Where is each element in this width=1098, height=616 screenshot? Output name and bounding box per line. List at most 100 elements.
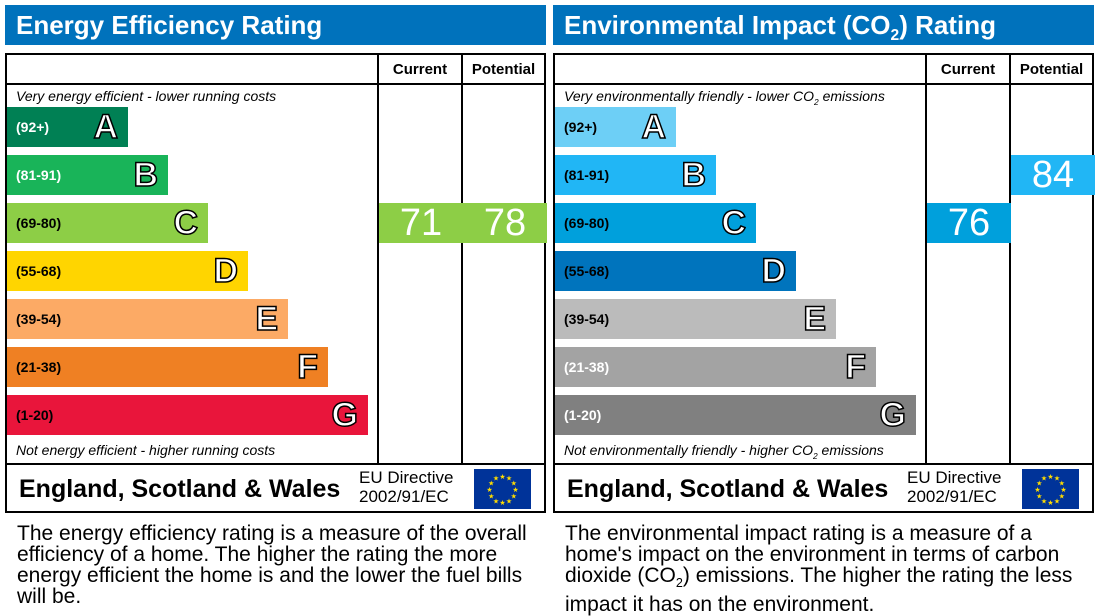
band-letter: G <box>331 395 359 435</box>
band-a-bar: (92+) A <box>555 107 676 147</box>
column-header-potential: Potential <box>1019 61 1084 78</box>
band-range: (55-68) <box>564 263 610 279</box>
potential-rating-value: 84 <box>1011 155 1095 195</box>
band-letter: B <box>133 155 159 195</box>
divider <box>377 55 379 465</box>
band-range: (69-80) <box>16 215 62 231</box>
svg-text:★: ★ <box>1047 499 1053 507</box>
svg-text:★: ★ <box>512 486 518 494</box>
top-note: Very energy efficient - lower running co… <box>16 88 277 104</box>
band-range: (21-38) <box>16 359 62 375</box>
band-letter: F <box>296 347 318 387</box>
band-range: (69-80) <box>564 215 610 231</box>
svg-text:★: ★ <box>488 480 494 488</box>
band-letter: A <box>641 107 667 147</box>
band-letter: D <box>761 251 787 291</box>
svg-text:★: ★ <box>1060 486 1066 494</box>
current-rating-value: 71 <box>379 203 463 243</box>
region-label: England, Scotland & Wales <box>19 475 341 503</box>
band-c-bar: (69-80) C <box>555 203 756 243</box>
svg-text:★: ★ <box>1036 480 1042 488</box>
divider <box>555 83 1092 85</box>
svg-text:★: ★ <box>493 475 499 483</box>
band-letter: C <box>721 203 747 243</box>
bottom-note: Not environmentally friendly - higher CO… <box>564 442 884 461</box>
region-label: England, Scotland & Wales <box>567 475 889 503</box>
band-d-bar: (55-68) D <box>7 251 248 291</box>
band-letter: C <box>173 203 199 243</box>
svg-text:★: ★ <box>499 499 505 507</box>
band-letter: G <box>879 395 907 435</box>
band-range: (92+) <box>16 119 50 135</box>
divider <box>461 55 463 465</box>
divider <box>925 55 927 465</box>
chart-description: The environmental impact rating is a mea… <box>565 522 1073 616</box>
svg-text:★: ★ <box>493 497 499 505</box>
chart-title: Energy Efficiency Rating <box>5 5 546 45</box>
band-e-bar: (39-54) E <box>7 299 288 339</box>
band-letter: F <box>844 347 866 387</box>
divider <box>7 463 544 465</box>
column-header-potential: Potential <box>471 61 536 78</box>
band-letter: B <box>681 155 707 195</box>
band-letter: E <box>255 299 279 339</box>
chart-description: The energy efficiency rating is a measur… <box>17 522 527 608</box>
band-b-bar: (81-91) B <box>7 155 168 195</box>
svg-text:★: ★ <box>1036 493 1042 501</box>
svg-text:★: ★ <box>1059 493 1065 501</box>
divider <box>7 83 544 85</box>
band-letter: D <box>213 251 239 291</box>
current-rating-value: 76 <box>927 203 1011 243</box>
svg-text:★: ★ <box>1059 480 1065 488</box>
potential-rating-value: 78 <box>463 203 547 243</box>
column-header-current: Current <box>940 61 996 78</box>
band-g-bar: (1-20) G <box>7 395 368 435</box>
svg-text:★: ★ <box>511 493 517 501</box>
svg-text:★: ★ <box>506 497 512 505</box>
band-range: (55-68) <box>16 263 62 279</box>
eu-flag-icon: ★ ★★★★★★★★★★★ <box>1022 469 1079 509</box>
svg-text:★: ★ <box>486 486 492 494</box>
band-range: (81-91) <box>16 167 62 183</box>
svg-text:★: ★ <box>1054 475 1060 483</box>
band-range: (92+) <box>564 119 598 135</box>
band-range: (81-91) <box>564 167 610 183</box>
band-range: (39-54) <box>16 311 62 327</box>
chart-title: Environmental Impact (CO2) Rating <box>553 5 1094 45</box>
svg-text:★: ★ <box>506 475 512 483</box>
band-range: (39-54) <box>564 311 610 327</box>
band-letter: A <box>93 107 119 147</box>
svg-text:★: ★ <box>511 480 517 488</box>
rating-table: Current Potential Very energy efficient … <box>5 53 547 513</box>
band-d-bar: (55-68) D <box>555 251 796 291</box>
band-letter: E <box>803 299 827 339</box>
band-range: (1-20) <box>16 407 54 423</box>
bottom-note: Not energy efficient - higher running co… <box>16 442 276 458</box>
divider <box>1009 55 1011 465</box>
band-f-bar: (21-38) F <box>7 347 328 387</box>
band-range: (1-20) <box>564 407 602 423</box>
svg-text:★: ★ <box>1034 486 1040 494</box>
eu-flag-icon: ★ ★★★★★★★★★★★ <box>474 469 531 509</box>
band-e-bar: (39-54) E <box>555 299 836 339</box>
eu-directive: EU Directive 2002/91/EC <box>359 468 454 506</box>
rating-table: Current Potential Very environmentally f… <box>553 53 1095 513</box>
band-c-bar: (69-80) C <box>7 203 208 243</box>
band-a-bar: (92+) A <box>7 107 128 147</box>
energy-efficiency-chart: Energy Efficiency Rating Current Potenti… <box>5 5 547 613</box>
band-f-bar: (21-38) F <box>555 347 876 387</box>
column-header-current: Current <box>392 61 448 78</box>
eu-directive: EU Directive 2002/91/EC <box>907 468 1002 506</box>
svg-text:★: ★ <box>488 493 494 501</box>
band-range: (21-38) <box>564 359 610 375</box>
svg-text:★: ★ <box>1041 475 1047 483</box>
svg-text:★: ★ <box>1054 497 1060 505</box>
band-g-bar: (1-20) G <box>555 395 916 435</box>
environmental-impact-chart: Environmental Impact (CO2) Rating Curren… <box>553 5 1095 616</box>
svg-text:★: ★ <box>499 473 505 481</box>
svg-text:★: ★ <box>1041 497 1047 505</box>
svg-text:★: ★ <box>1047 473 1053 481</box>
band-b-bar: (81-91) B <box>555 155 716 195</box>
top-note: Very environmentally friendly - lower CO… <box>564 88 885 107</box>
divider <box>555 463 1092 465</box>
